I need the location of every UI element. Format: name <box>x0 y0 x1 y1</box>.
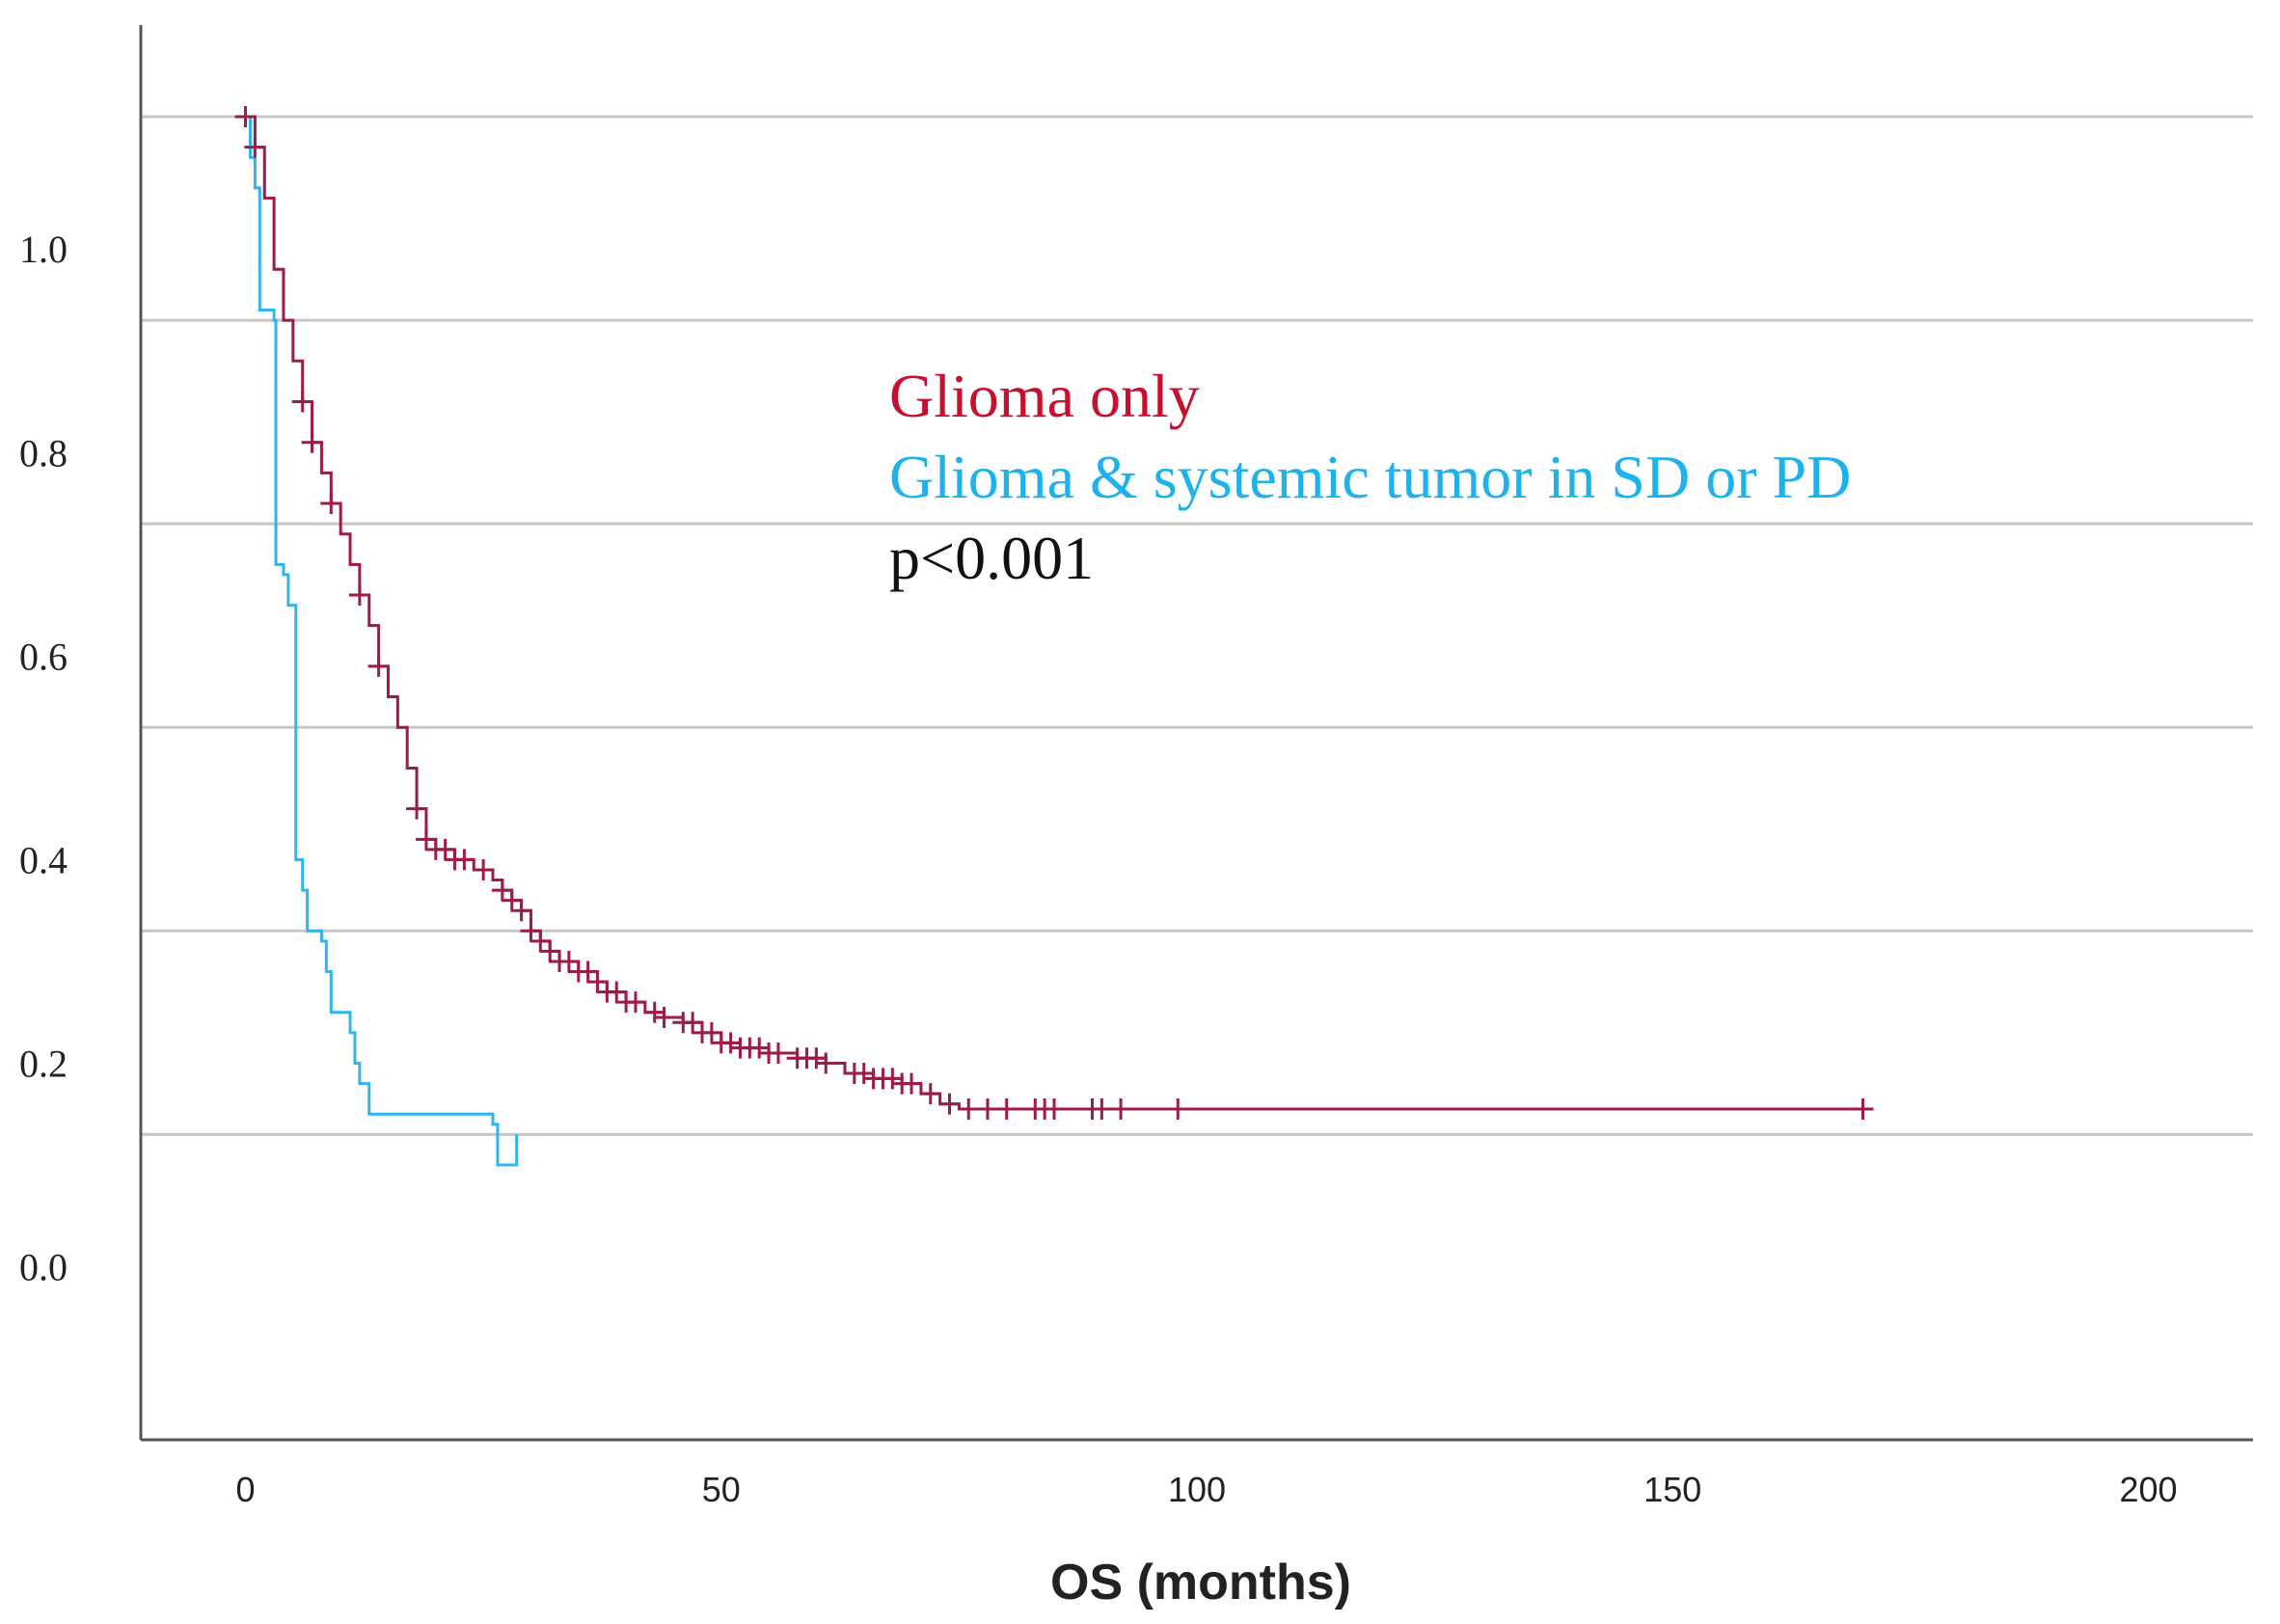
censor-mark <box>1091 1098 1113 1120</box>
survival-curves <box>245 115 1863 1167</box>
p-value-annotation: p<0.001 <box>889 524 1094 592</box>
censor-mark <box>415 828 437 851</box>
censor-mark <box>1852 1098 1874 1120</box>
censor-mark <box>805 1047 828 1069</box>
x-tick-label: 100 <box>1168 1470 1226 1509</box>
legend-glioma-systemic: Glioma & systemic tumor in SD or PD <box>889 443 1851 511</box>
censor-mark <box>700 1021 722 1043</box>
censor-mark <box>976 1098 998 1120</box>
censor-mark <box>1110 1098 1132 1120</box>
censor-mark <box>682 1012 704 1034</box>
censor-mark <box>434 838 456 860</box>
censor-mark <box>234 105 257 127</box>
censor-mark <box>643 1001 665 1023</box>
censor-mark <box>901 1072 923 1095</box>
gridlines <box>141 115 2253 1136</box>
censor-mark <box>539 940 561 962</box>
censor-mark <box>815 1052 837 1074</box>
y-tick-labels: 1.0 0.8 0.6 0.4 0.2 0.0 <box>19 228 68 1288</box>
censor-mark <box>624 991 646 1014</box>
censor-mark <box>938 1093 961 1115</box>
censor-mark <box>919 1083 941 1105</box>
censor-mark <box>529 930 552 952</box>
censor-mark <box>1044 1098 1066 1120</box>
y-tick-label: 0.0 <box>19 1246 68 1289</box>
censor-mark <box>882 1068 904 1090</box>
censor-mark <box>958 1098 980 1120</box>
x-tick-label: 50 <box>702 1470 741 1509</box>
x-tick-label: 200 <box>2119 1470 2177 1509</box>
y-tick-label: 0.8 <box>19 431 68 474</box>
censor-mark <box>748 1037 771 1059</box>
censor-mark <box>577 961 599 983</box>
censor-mark <box>995 1098 1018 1120</box>
censor-mark <box>520 920 542 942</box>
censor-mark <box>301 431 323 453</box>
x-tick-label: 150 <box>1643 1470 1701 1509</box>
censor-mark <box>1167 1098 1189 1120</box>
censor-mark <box>606 981 628 1003</box>
censor-mark <box>653 1007 675 1029</box>
legend-glioma-only: Glioma only <box>889 362 1200 430</box>
censor-mark <box>491 880 513 902</box>
x-tick-label: 0 <box>235 1470 255 1509</box>
y-tick-label: 1.0 <box>19 228 68 271</box>
censor-mark <box>453 849 475 871</box>
censor-mark <box>348 584 370 607</box>
censor-mark <box>320 493 342 515</box>
censor-mark <box>367 655 390 677</box>
series-line-glioma-systemic <box>245 115 519 1167</box>
censor-mark <box>473 858 495 880</box>
censor-mark <box>557 950 580 972</box>
censor-mark <box>586 971 609 993</box>
axes <box>139 25 2253 1442</box>
censor-marks <box>234 105 1874 1120</box>
censor-mark <box>291 391 313 413</box>
series-line-glioma-only <box>245 115 1863 1111</box>
censor-mark <box>853 1063 875 1085</box>
censor-mark <box>244 136 266 158</box>
y-tick-label: 0.2 <box>19 1042 68 1086</box>
censor-mark <box>406 798 428 820</box>
x-axis-label: OS (months) <box>1050 1555 1351 1610</box>
y-tick-label: 0.4 <box>19 838 68 881</box>
x-tick-labels: 0 50 100 150 200 <box>235 1470 2177 1509</box>
y-tick-label: 0.6 <box>19 635 68 678</box>
censor-mark <box>767 1042 789 1064</box>
censor-mark <box>719 1032 742 1054</box>
legend: Glioma only Glioma & systemic tumor in S… <box>889 362 1851 592</box>
censor-mark <box>501 889 523 911</box>
censor-mark <box>510 900 532 922</box>
